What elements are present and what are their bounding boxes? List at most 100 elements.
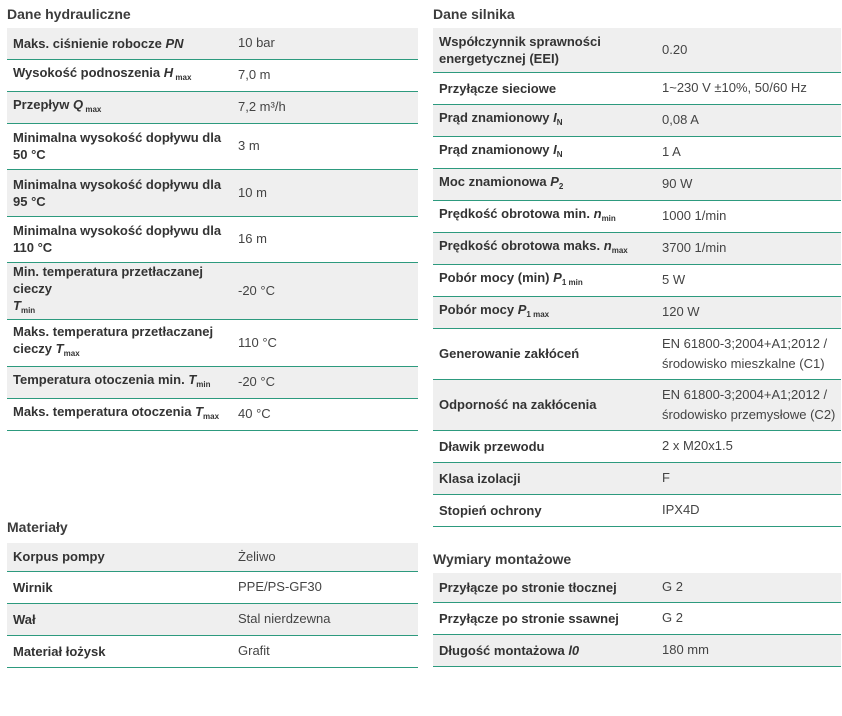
table-row: Minimalna wysokość dopływu dla 95 °C 10 m — [7, 169, 418, 217]
row-label: Minimalna wysokość dopływu dla 110 °C — [7, 216, 232, 263]
hydraulic-data-table: Maks. ciśnienie robocze PN 10 bar Wysoko… — [7, 28, 418, 431]
table-row: Materiał łożysk Grafit — [7, 635, 418, 668]
mounting-dimensions-title: Wymiary montażowe — [433, 551, 572, 567]
table-row: Przyłącze sieciowe 1~230 V ±10%, 50/60 H… — [433, 72, 841, 105]
row-label: Korpus pompy — [7, 543, 232, 572]
row-value: 5 W — [656, 264, 841, 297]
table-row: Minimalna wysokość dopływu dla 110 °C 16 … — [7, 216, 418, 263]
row-value: 0,08 A — [656, 104, 841, 137]
row-label: Generowanie zakłóceń — [433, 328, 656, 380]
row-label: Przepływ Q max — [7, 91, 232, 124]
table-row: Maks. temperatura przetłaczanej cieczy Tm… — [7, 319, 418, 367]
row-value: Żeliwo — [232, 543, 418, 572]
row-value: Grafit — [232, 635, 418, 668]
table-row: Minimalna wysokość dopływu dla 50 °C 3 m — [7, 123, 418, 170]
row-label: Odporność na zakłócenia — [433, 379, 656, 431]
row-value: 10 bar — [232, 28, 418, 60]
row-label: Minimalna wysokość dopływu dla 50 °C — [7, 123, 232, 170]
table-row: Moc znamionowa P2 90 W — [433, 168, 841, 201]
row-label: Klasa izolacji — [433, 462, 656, 495]
row-value: -20 °C — [232, 366, 418, 399]
row-label: Prąd znamionowy IN — [433, 136, 656, 169]
table-row: Prędkość obrotowa min. nmin 1000 1/min — [433, 200, 841, 233]
table-row: Pobór mocy (min) P1 min 5 W — [433, 264, 841, 297]
row-value: 7,2 m³/h — [232, 91, 418, 124]
table-row: Klasa izolacji F — [433, 462, 841, 495]
row-label: Przyłącze sieciowe — [433, 72, 656, 105]
row-value: EN 61800-3;2004+A1;2012 /środowisko prze… — [656, 379, 841, 431]
row-label: Stopień ochrony — [433, 494, 656, 527]
motor-data-title: Dane silnika — [433, 6, 515, 22]
row-value: 2 x M20x1.5 — [656, 430, 841, 463]
row-value: 40 °C — [232, 398, 418, 431]
row-value: G 2 — [656, 602, 841, 635]
table-row: Przyłącze po stronie ssawnej G 2 — [433, 602, 841, 635]
row-value: 3700 1/min — [656, 232, 841, 265]
row-label: Pobór mocy (min) P1 min — [433, 264, 656, 297]
materials-table: Korpus pompy Żeliwo Wirnik PPE/PS-GF30 W… — [7, 543, 418, 668]
row-value: 1 A — [656, 136, 841, 169]
table-row: Wirnik PPE/PS-GF30 — [7, 571, 418, 604]
mounting-dimensions-table: Przyłącze po stronie tłocznej G 2 Przyłą… — [433, 573, 841, 667]
table-row: Pobór mocy P1 max 120 W — [433, 296, 841, 329]
table-row: Min. temperatura przetłaczanej cieczy Tmi… — [7, 262, 418, 320]
table-row: Wał Stal nierdzewna — [7, 603, 418, 636]
table-row: Maks. temperatura otoczenia Tmax 40 °C — [7, 398, 418, 431]
table-row: Stopień ochrony IPX4D — [433, 494, 841, 527]
row-value: IPX4D — [656, 494, 841, 527]
row-label: Maks. temperatura przetłaczanej cieczy Tm… — [7, 319, 232, 367]
table-row: Przyłącze po stronie tłocznej G 2 — [433, 573, 841, 603]
row-value: 7,0 m — [232, 59, 418, 92]
row-label: Dławik przewodu — [433, 430, 656, 463]
row-label: Maks. ciśnienie robocze PN — [7, 28, 232, 60]
row-label: Wirnik — [7, 571, 232, 604]
row-label: Wysokość podnoszenia H max — [7, 59, 232, 92]
row-value: F — [656, 462, 841, 495]
row-value: 110 °C — [232, 319, 418, 367]
row-value: 180 mm — [656, 634, 841, 667]
row-value: Stal nierdzewna — [232, 603, 418, 636]
table-row: Przepływ Q max 7,2 m³/h — [7, 91, 418, 124]
table-row: Prąd znamionowy IN 1 A — [433, 136, 841, 169]
row-value: -20 °C — [232, 262, 418, 320]
row-value: 16 m — [232, 216, 418, 263]
row-value: 3 m — [232, 123, 418, 170]
row-value: PPE/PS-GF30 — [232, 571, 418, 604]
table-row: Odporność na zakłócenia EN 61800-3;2004+… — [433, 379, 841, 431]
hydraulic-data-title: Dane hydrauliczne — [7, 6, 131, 22]
row-label: Temperatura otoczenia min. Tmin — [7, 366, 232, 399]
motor-data-table: Współczynnik sprawności energetycznej (EE… — [433, 28, 841, 527]
table-row: Generowanie zakłóceń EN 61800-3;2004+A1;… — [433, 328, 841, 380]
table-row: Maks. ciśnienie robocze PN 10 bar — [7, 28, 418, 60]
row-value: 120 W — [656, 296, 841, 329]
row-label: Materiał łożysk — [7, 635, 232, 668]
row-label: Minimalna wysokość dopływu dla 95 °C — [7, 169, 232, 217]
row-label: Prąd znamionowy IN — [433, 104, 656, 137]
materials-title: Materiały — [7, 519, 68, 535]
row-label: Pobór mocy P1 max — [433, 296, 656, 329]
row-value: 10 m — [232, 169, 418, 217]
table-row: Długość montażowa l0 180 mm — [433, 634, 841, 667]
row-label: Min. temperatura przetłaczanej cieczy Tmi… — [7, 262, 232, 320]
table-row: Temperatura otoczenia min. Tmin -20 °C — [7, 366, 418, 399]
row-label: Maks. temperatura otoczenia Tmax — [7, 398, 232, 431]
table-row: Współczynnik sprawności energetycznej (EE… — [433, 28, 841, 73]
row-label: Prędkość obrotowa maks. nmax — [433, 232, 656, 265]
row-value: G 2 — [656, 573, 841, 603]
row-label: Przyłącze po stronie tłocznej — [433, 573, 656, 603]
row-label: Prędkość obrotowa min. nmin — [433, 200, 656, 233]
row-value: 1000 1/min — [656, 200, 841, 233]
row-label: Długość montażowa l0 — [433, 634, 656, 667]
row-label: Wał — [7, 603, 232, 636]
table-row: Korpus pompy Żeliwo — [7, 543, 418, 572]
row-value: 1~230 V ±10%, 50/60 Hz — [656, 72, 841, 105]
table-row: Prąd znamionowy IN 0,08 A — [433, 104, 841, 137]
row-label: Przyłącze po stronie ssawnej — [433, 602, 656, 635]
table-row: Wysokość podnoszenia H max 7,0 m — [7, 59, 418, 92]
row-value: 90 W — [656, 168, 841, 201]
row-value: 0.20 — [656, 28, 841, 73]
row-value: EN 61800-3;2004+A1;2012 /środowisko mies… — [656, 328, 841, 380]
row-label: Moc znamionowa P2 — [433, 168, 656, 201]
table-row: Prędkość obrotowa maks. nmax 3700 1/min — [433, 232, 841, 265]
table-row: Dławik przewodu 2 x M20x1.5 — [433, 430, 841, 463]
